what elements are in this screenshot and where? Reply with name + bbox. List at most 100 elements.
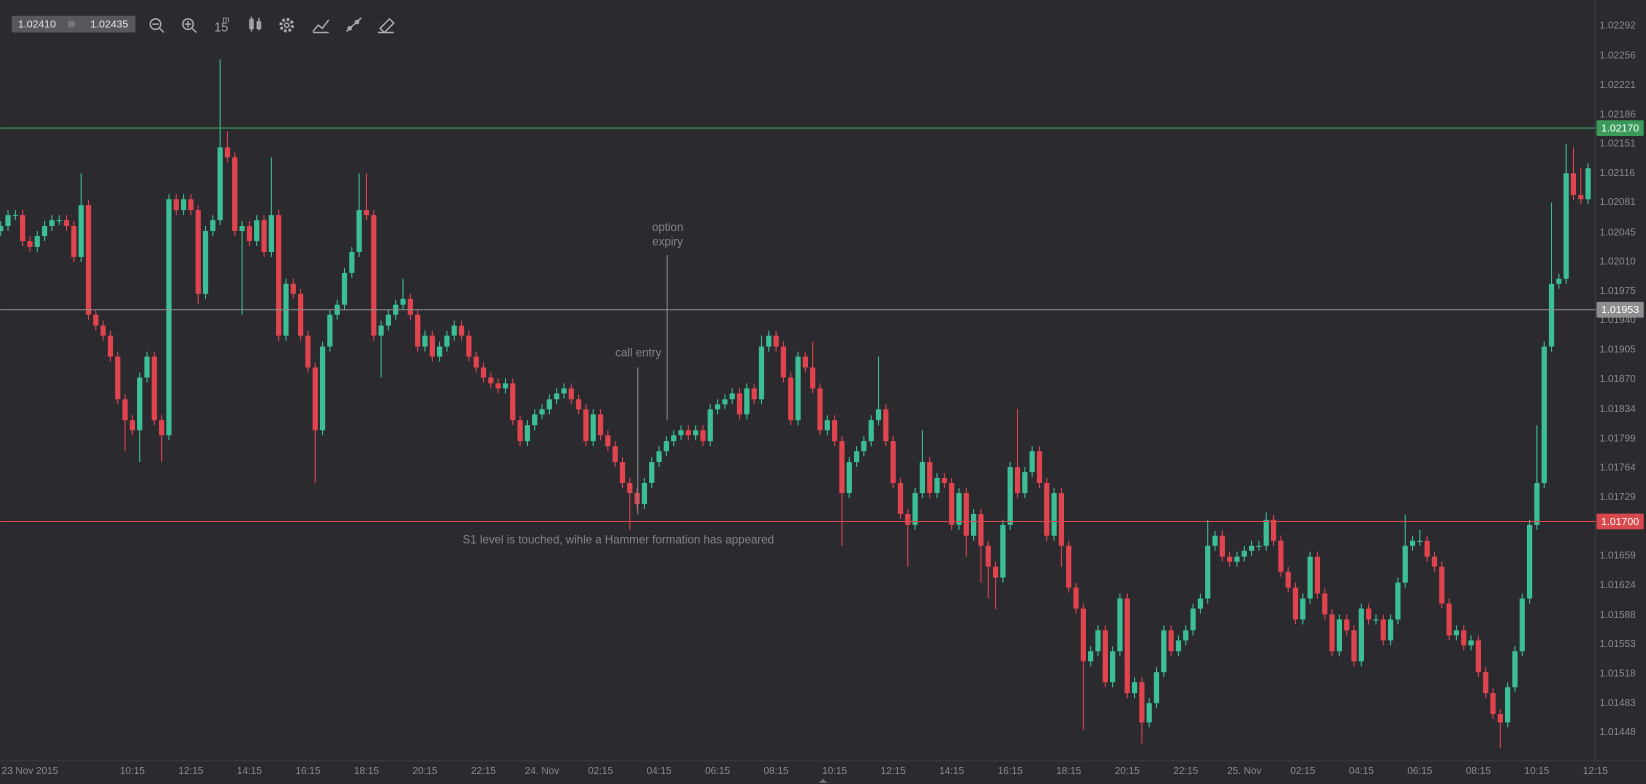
candle-body <box>268 215 274 252</box>
candle-body <box>1519 598 1525 652</box>
candle-body <box>1044 482 1050 536</box>
toolbar: 1.02410 1.02435 15 m <box>11 14 395 35</box>
y-tick-label: 1.02116 <box>1600 168 1636 179</box>
candle-body <box>71 226 77 257</box>
y-tick-label: 1.01659 <box>1600 550 1636 561</box>
candle-body <box>180 199 187 211</box>
x-tick-label: 08:15 <box>764 766 789 777</box>
candle-body <box>224 147 231 158</box>
candle-body <box>795 356 801 421</box>
y-tick-label: 1.01588 <box>1600 610 1636 621</box>
candle-body <box>371 215 377 336</box>
candle-body <box>1534 482 1540 525</box>
candle-body <box>1314 556 1321 594</box>
x-tick-label: 02:15 <box>1290 766 1315 777</box>
candle-body <box>1548 283 1555 347</box>
candle-body <box>532 414 538 426</box>
candle-body <box>27 241 33 247</box>
y-tick-label: 1.01905 <box>1600 345 1636 356</box>
candle-body <box>1109 651 1116 683</box>
candle-body <box>1183 630 1189 641</box>
candle-body <box>517 420 523 442</box>
y-tick-label: 1.02151 <box>1600 139 1636 150</box>
x-tick-label: 14:15 <box>237 766 262 777</box>
candle-body <box>202 231 209 294</box>
candle-body <box>400 298 406 305</box>
candle-body <box>85 205 92 315</box>
candle-body <box>656 451 662 463</box>
scroll-handle[interactable] <box>818 778 828 783</box>
candle-body <box>312 367 318 431</box>
x-tick-label: 12:15 <box>1583 766 1608 777</box>
candle-body <box>1409 540 1416 546</box>
candle-body <box>1175 640 1182 652</box>
candle-body <box>34 236 40 247</box>
candle-body <box>276 215 282 336</box>
candle-body <box>385 314 392 326</box>
candle-body <box>327 314 333 347</box>
candle-body <box>568 388 574 400</box>
candle-body <box>1490 693 1496 715</box>
candle-body <box>941 477 947 483</box>
candle-body <box>458 325 465 336</box>
x-tick-label: 10:15 <box>120 766 145 777</box>
y-tick-label: 1.01764 <box>1600 463 1636 474</box>
candle-body <box>20 215 26 242</box>
candle-body <box>1256 545 1262 547</box>
candle-body <box>685 430 691 436</box>
candle-body <box>590 414 596 442</box>
candle-body <box>1139 682 1145 723</box>
candle-body <box>890 441 896 483</box>
zoom-out[interactable] <box>149 18 165 34</box>
candle-body <box>546 399 552 410</box>
candle-body <box>700 430 706 442</box>
zoom-in[interactable] <box>182 18 197 34</box>
candle-body <box>1058 493 1065 546</box>
candle-body <box>1570 173 1577 196</box>
candle-body <box>524 425 531 442</box>
x-tick-label: 18:15 <box>1056 766 1081 777</box>
interval[interactable]: 15 <box>214 21 228 35</box>
candle-body <box>166 199 172 436</box>
candle-body <box>970 513 977 536</box>
candle-body <box>1541 346 1547 483</box>
candle-body <box>1278 540 1284 572</box>
x-tick-label: 16:15 <box>998 766 1023 777</box>
candle-body <box>788 377 794 421</box>
candle-body <box>597 414 604 436</box>
candle-body <box>554 393 560 400</box>
y-tick-label: 1.01518 <box>1600 668 1636 679</box>
candle-body <box>1424 540 1430 557</box>
eraser[interactable] <box>377 17 395 34</box>
y-tick-label: 1.01448 <box>1600 727 1636 738</box>
candle-body <box>195 210 201 294</box>
y-tick-label: 1.02010 <box>1600 257 1636 268</box>
settings[interactable] <box>279 17 295 33</box>
x-tick-label: 12:15 <box>178 766 203 777</box>
level-label: 1.01953 <box>1601 305 1639 316</box>
candle-body <box>1512 651 1518 688</box>
candle-body <box>956 493 962 525</box>
bid-price: 1.02410 <box>18 19 56 30</box>
indicators[interactable] <box>312 19 330 34</box>
candle-body <box>1234 556 1240 562</box>
candle-body <box>1300 598 1306 620</box>
candle-body <box>729 393 735 400</box>
candle-body <box>817 388 823 431</box>
drawing-tools[interactable] <box>346 17 362 33</box>
x-tick-label: 16:15 <box>295 766 320 777</box>
candle-body <box>1117 598 1123 652</box>
candle-body <box>766 335 772 347</box>
level-label-box <box>1596 513 1644 530</box>
candle-body <box>780 346 787 378</box>
candle-body <box>1227 556 1233 562</box>
candle-body <box>1073 587 1079 609</box>
candle-body <box>1146 703 1152 723</box>
level-label-box <box>1596 120 1644 136</box>
candle-body <box>341 272 348 305</box>
candle-body <box>1153 672 1160 704</box>
candle-body <box>210 220 216 232</box>
candle-body <box>539 409 545 415</box>
chart-type[interactable] <box>249 16 262 32</box>
